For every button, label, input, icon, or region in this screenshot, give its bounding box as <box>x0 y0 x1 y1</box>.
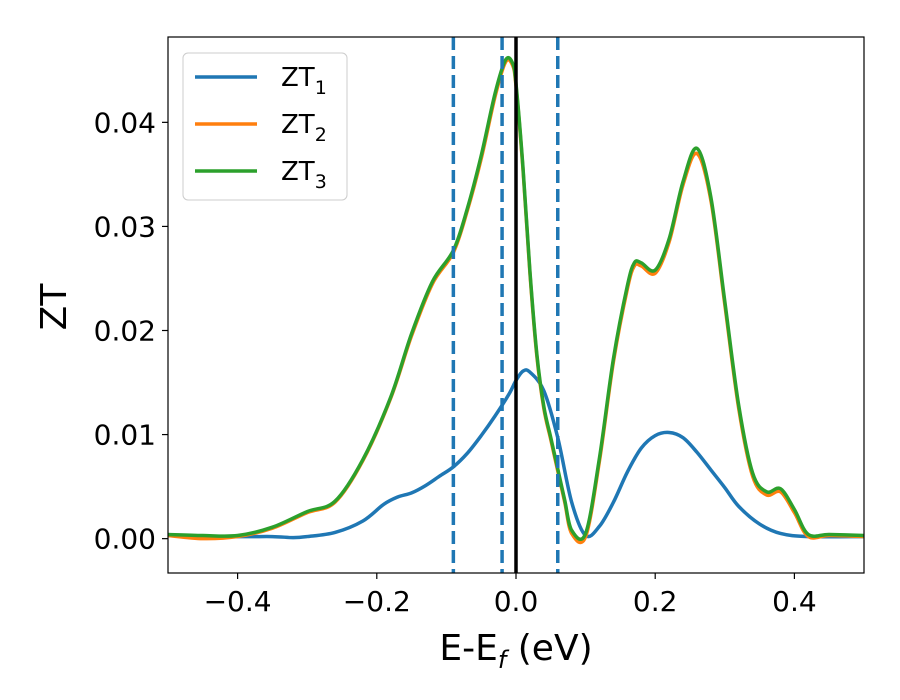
series-line-zt3 <box>168 55 864 541</box>
x-axis-title: E-Ef (eV) <box>439 628 592 674</box>
x-tick-label: −0.2 <box>343 585 411 618</box>
y-tick-label: 0.03 <box>94 210 156 243</box>
series-line-zt1 <box>168 368 864 540</box>
legend-label-zt1: ZT1 <box>281 63 327 99</box>
y-axis-ticks: 0.00 0.01 0.02 0.03 0.04 <box>94 106 168 556</box>
legend-label-zt3: ZT3 <box>281 157 327 193</box>
x-tick-label: 0.4 <box>772 585 817 618</box>
series-layer <box>168 55 864 545</box>
legend: ZT1 ZT2 ZT3 <box>182 52 348 201</box>
reference-lines <box>451 37 560 573</box>
y-tick-label: 0.04 <box>94 106 156 139</box>
legend-box <box>182 52 348 201</box>
x-tick-label: 0.2 <box>633 585 678 618</box>
y-tick-label: 0.01 <box>94 419 156 452</box>
y-tick-label: 0.00 <box>94 523 156 556</box>
y-axis-title: ZT <box>34 283 75 331</box>
x-axis-ticks: −0.4 −0.2 0.0 0.2 0.4 <box>204 573 817 618</box>
x-tick-label: 0.0 <box>494 585 539 618</box>
x-tick-label: −0.4 <box>204 585 272 618</box>
legend-entries: ZT1 ZT2 ZT3 <box>195 63 327 193</box>
legend-label-zt2: ZT2 <box>281 110 327 146</box>
y-tick-label: 0.02 <box>94 314 156 347</box>
